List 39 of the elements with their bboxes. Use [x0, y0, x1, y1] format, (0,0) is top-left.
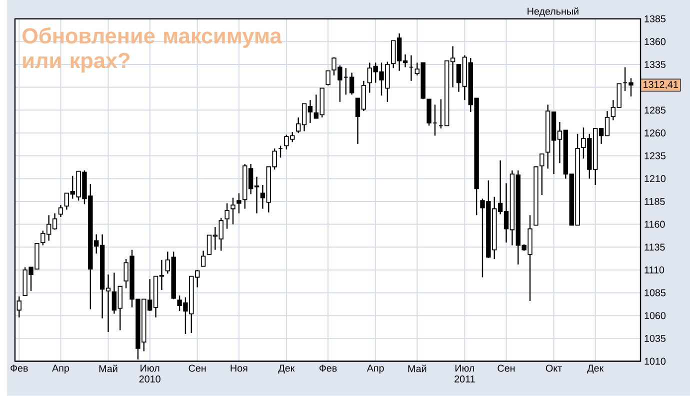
chart-subtitle: Недельный: [528, 7, 578, 17]
candlestick: [58, 204, 64, 218]
candlestick: [540, 153, 544, 196]
x-tick-label: Сен: [188, 364, 206, 372]
y-tick-label: 1185: [644, 198, 665, 205]
y-tick-label: 1360: [644, 38, 666, 46]
x-tick-label: Фев: [10, 364, 28, 372]
x-tick-label: Июл 2011: [454, 364, 475, 383]
candlestick: [230, 197, 236, 225]
x-tick-label: Дек: [587, 364, 604, 374]
y-tick-label: 1010: [644, 358, 666, 365]
y-tick-label: 1385: [644, 15, 666, 22]
y-tick-label: 1110: [644, 266, 664, 274]
x-tick-label: Апр: [52, 364, 70, 374]
x-tick-label: Апр: [366, 364, 384, 374]
y-tick-label: 1035: [644, 334, 666, 342]
candlestick: [326, 70, 330, 86]
y-tick-label: 1210: [644, 175, 666, 182]
x-tick-label: Июл 2010: [139, 364, 160, 383]
y-tick-label: 1260: [644, 130, 666, 136]
x-tick-label: Ноя: [230, 364, 248, 372]
x-tick-label: Окт: [546, 364, 562, 372]
y-tick-label: 1335: [644, 61, 666, 68]
x-tick-label: Май: [99, 364, 118, 372]
y-tick-label: 1235: [644, 152, 666, 160]
x-tick-label: Дек: [278, 364, 295, 374]
y-tick-label: 1160: [644, 220, 665, 228]
x-tick-label: Фев: [320, 364, 337, 372]
y-tick-label: 1060: [644, 312, 666, 320]
annotation: 1312,41: [644, 81, 678, 90]
text: Обновление максимума или крах?: [22, 27, 282, 73]
x-tick-label: Сен: [498, 364, 515, 372]
candlestick: [236, 192, 242, 214]
y-tick-label: 1085: [644, 289, 666, 296]
candlestick: [200, 250, 206, 267]
y-tick-label: 1135: [644, 244, 665, 251]
y-tick-label: 1285: [644, 106, 666, 114]
candlestick: [224, 202, 230, 230]
x-tick-label: Май: [408, 364, 426, 372]
